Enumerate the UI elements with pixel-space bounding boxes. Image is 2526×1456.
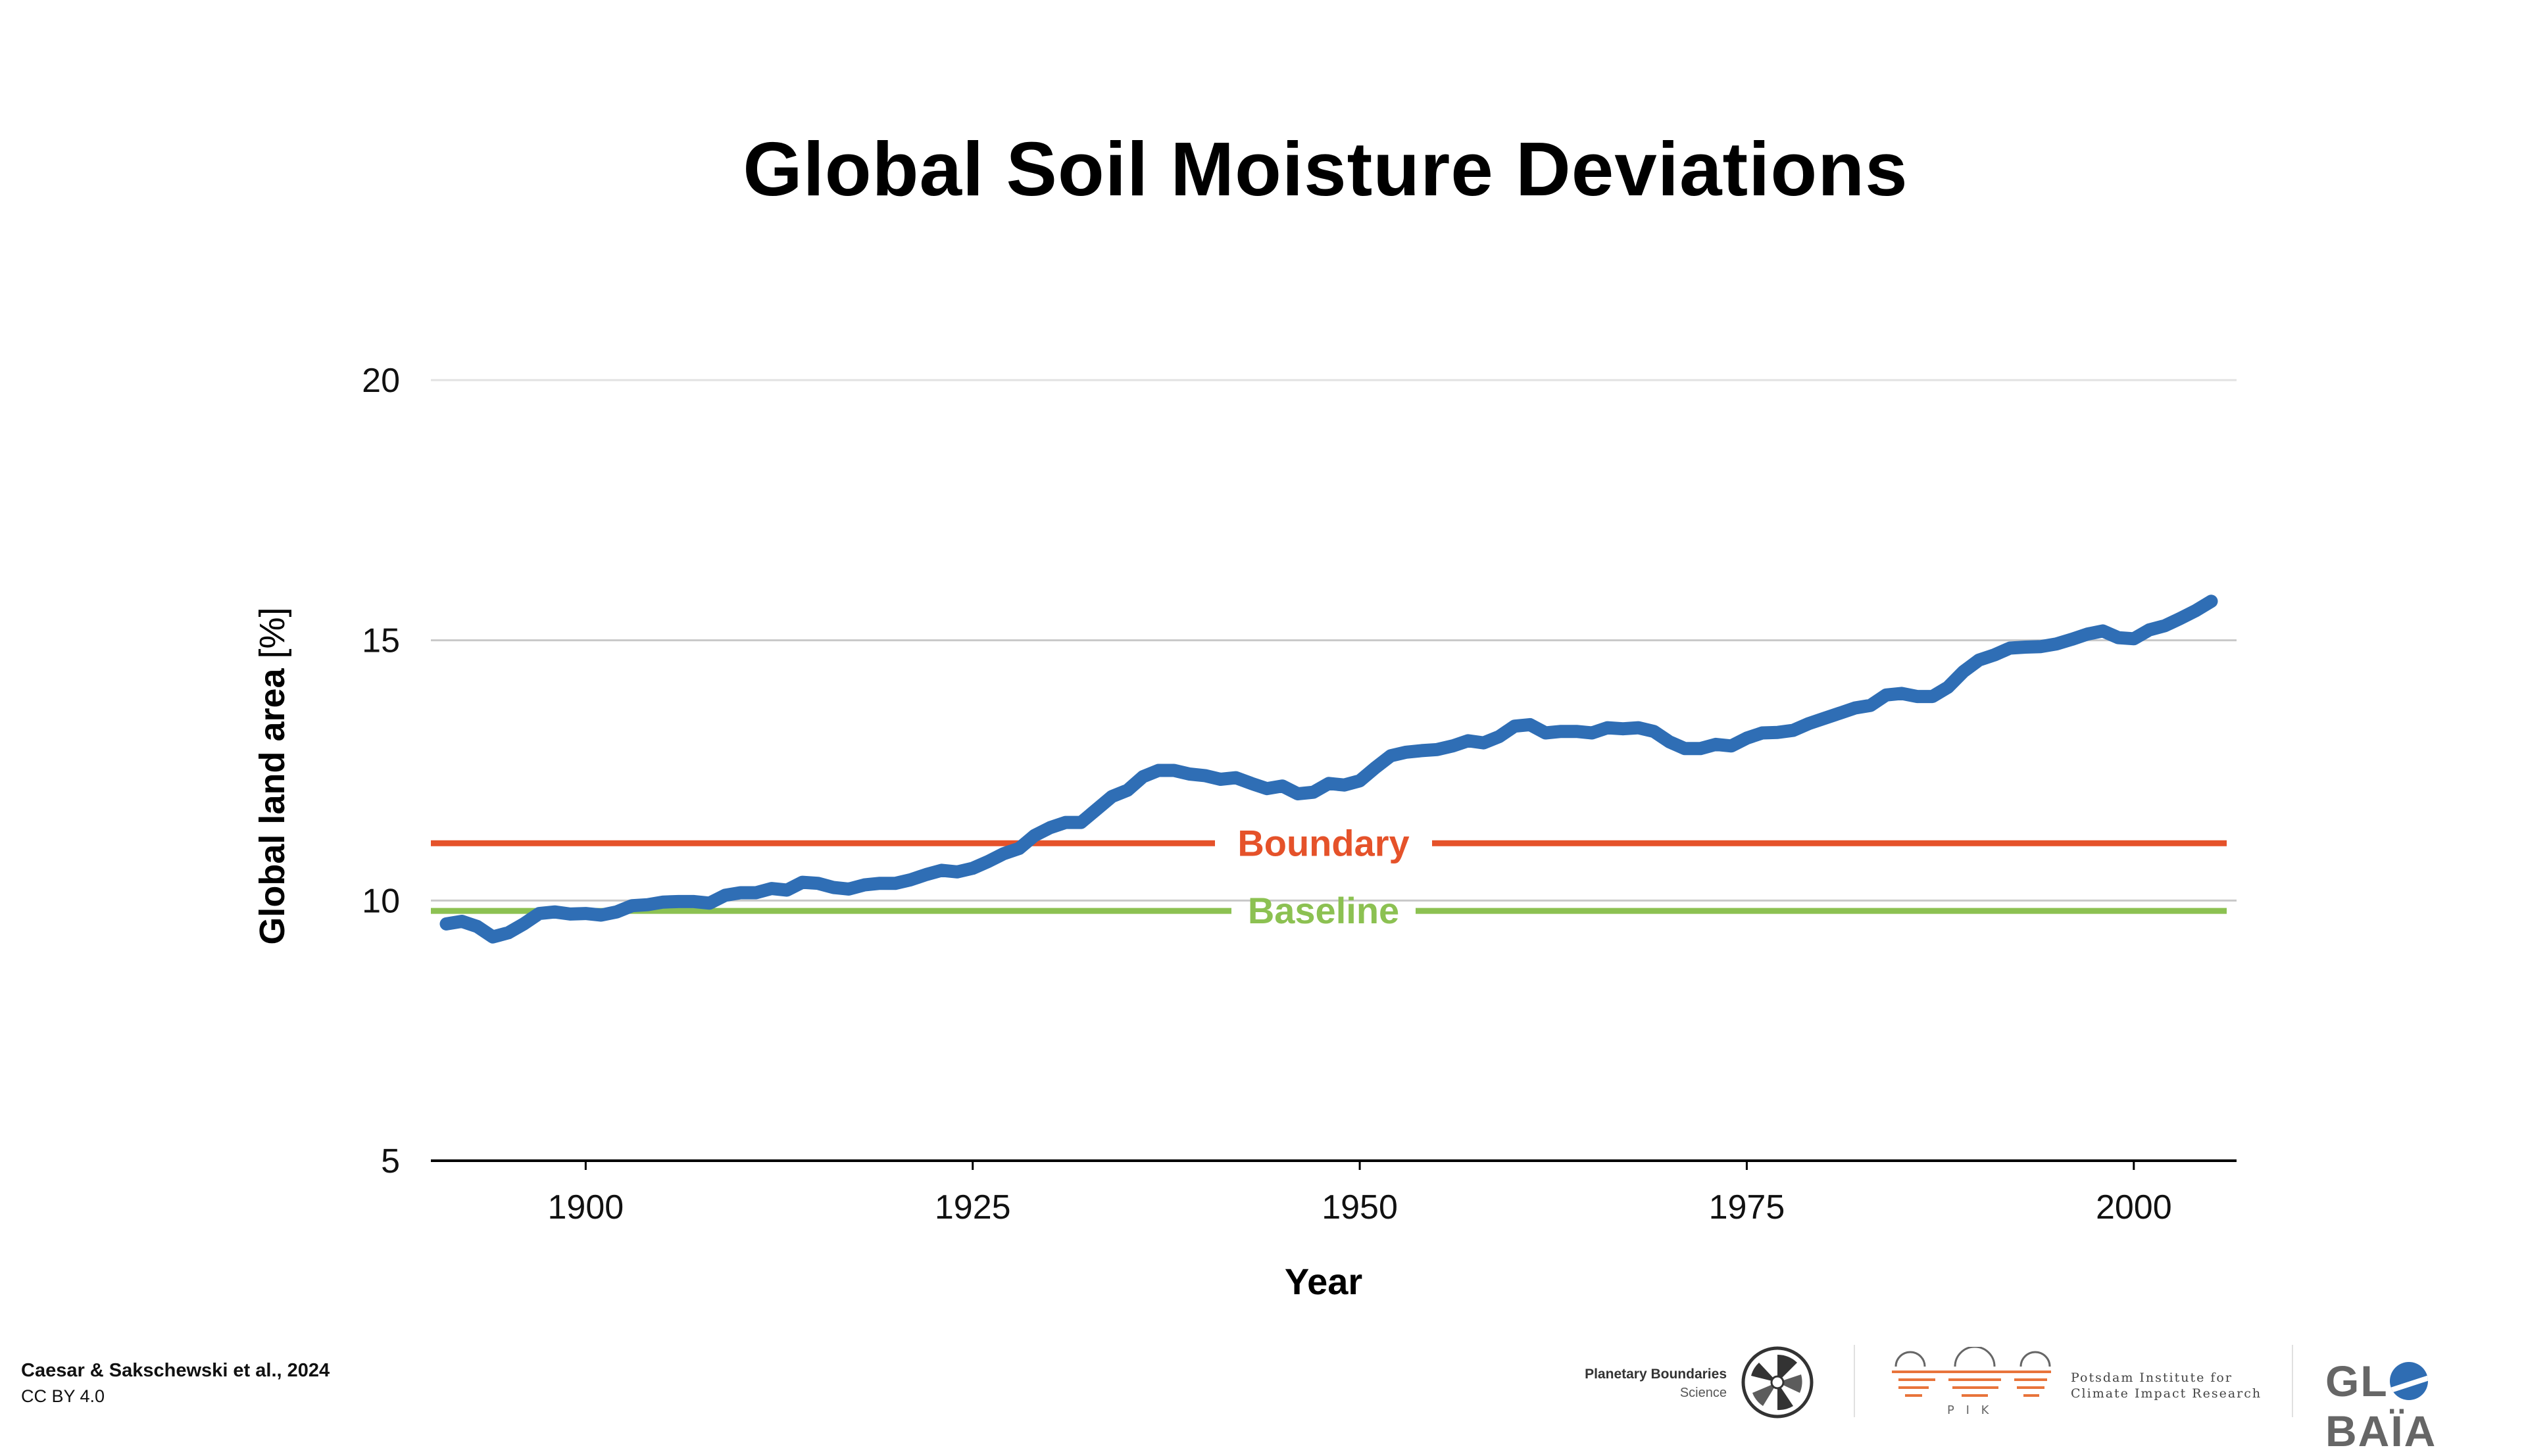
citation: Caesar & Sakschewski et al., 2024 — [21, 1360, 330, 1381]
planetary-boundaries-logo-icon — [1741, 1346, 1814, 1419]
pbs-name: Planetary Boundaries — [1585, 1367, 1727, 1382]
x-tick-label-1950: 1950 — [1322, 1188, 1398, 1226]
pik-line-2: Climate Impact Research — [2071, 1386, 2262, 1401]
y-axis-label: Global land area [%] — [253, 607, 292, 944]
axes — [431, 1159, 2237, 1170]
pbs-subtitle: Science — [1679, 1386, 1727, 1400]
pik-line-1: Potsdam Institute for — [2071, 1371, 2233, 1385]
globaia-text-left: GL — [2325, 1357, 2389, 1405]
y-tick-label-20: 20 — [362, 362, 400, 400]
logo-divider-1 — [1854, 1345, 1855, 1417]
y-tick-label-10: 10 — [362, 882, 400, 920]
license: CC BY 4.0 — [21, 1386, 105, 1406]
logo-divider-2 — [2292, 1345, 2293, 1417]
x-tick-label-1900: 1900 — [548, 1188, 624, 1226]
series-layer — [439, 595, 2218, 944]
series-line-0 — [439, 595, 2218, 944]
pik-letters: P I K — [1947, 1403, 1993, 1417]
x-axis-label: Year — [1285, 1261, 1362, 1302]
y-tick-label-15: 15 — [362, 622, 400, 660]
globaia-logo: GLBAÏA — [2325, 1356, 2526, 1456]
x-tick-label-1925: 1925 — [935, 1188, 1011, 1226]
planetary-boundaries-logo-text: Planetary Boundaries Science — [1579, 1365, 1727, 1402]
reference-lines: Boundary Baseline — [431, 822, 2227, 931]
y-tick-label-5: 5 — [381, 1142, 400, 1180]
x-tick-label-1975: 1975 — [1709, 1188, 1785, 1226]
baseline-label: Baseline — [1248, 890, 1399, 931]
chart-title: Global Soil Moisture Deviations — [743, 126, 1908, 212]
globaia-text-right: BAÏA — [2325, 1407, 2437, 1455]
pik-logo-icon — [1892, 1347, 2051, 1397]
pik-name: Potsdam Institute for Climate Impact Res… — [2071, 1370, 2262, 1401]
boundary-label: Boundary — [1237, 822, 1409, 863]
globe-icon — [2389, 1362, 2428, 1400]
tick-labels: 5 10 15 20 1900 1925 1950 1975 2000 — [362, 362, 2171, 1226]
soil-moisture-chart: Boundary Baseline 5 10 15 20 1900 1925 1950 1975… — [253, 362, 2237, 1302]
x-tick-label-2000: 2000 — [2096, 1188, 2172, 1226]
